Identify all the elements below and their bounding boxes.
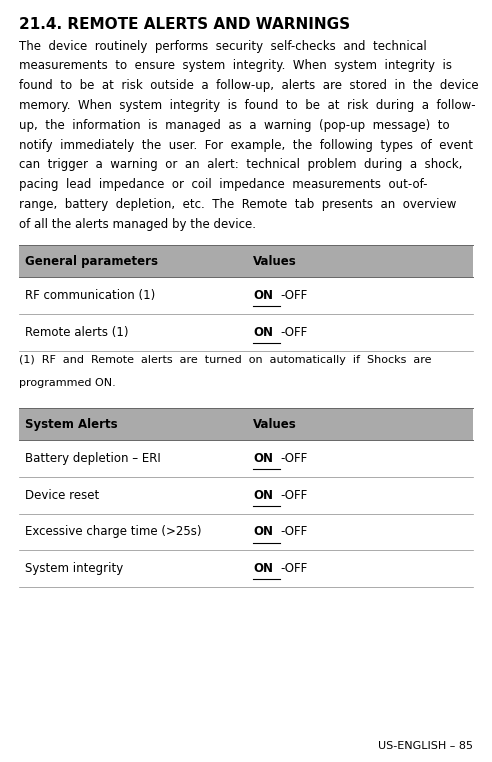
Text: -OFF: -OFF — [280, 525, 308, 539]
Text: General parameters: General parameters — [25, 255, 157, 268]
Text: 21.4. REMOTE ALERTS AND WARNINGS: 21.4. REMOTE ALERTS AND WARNINGS — [19, 17, 350, 32]
Text: -OFF: -OFF — [280, 289, 308, 303]
Text: of all the alerts managed by the device.: of all the alerts managed by the device. — [19, 218, 256, 231]
Bar — [19, 408, 473, 440]
Text: range,  battery  depletion,  etc.  The  Remote  tab  presents  an  overview: range, battery depletion, etc. The Remot… — [19, 198, 456, 211]
Text: Values: Values — [253, 418, 297, 431]
Text: ON: ON — [253, 562, 274, 575]
Text: Excessive charge time (>25s): Excessive charge time (>25s) — [25, 525, 201, 539]
Text: RF communication (1): RF communication (1) — [25, 289, 155, 303]
Text: (1)  RF  and  Remote  alerts  are  turned  on  automatically  if  Shocks  are: (1) RF and Remote alerts are turned on a… — [19, 355, 431, 365]
Bar — [19, 440, 473, 477]
Bar — [19, 245, 473, 277]
Text: ON: ON — [253, 289, 274, 303]
Bar — [19, 550, 473, 587]
Text: Battery depletion – ERI: Battery depletion – ERI — [25, 452, 160, 466]
Bar — [19, 277, 473, 314]
Text: ON: ON — [253, 525, 274, 539]
Text: -OFF: -OFF — [280, 325, 308, 339]
Text: measurements  to  ensure  system  integrity.  When  system  integrity  is: measurements to ensure system integrity.… — [19, 59, 452, 72]
Text: pacing  lead  impedance  or  coil  impedance  measurements  out-of-: pacing lead impedance or coil impedance … — [19, 178, 427, 191]
Text: Values: Values — [253, 255, 297, 268]
Text: can  trigger  a  warning  or  an  alert:  technical  problem  during  a  shock,: can trigger a warning or an alert: techn… — [19, 158, 462, 171]
Text: notify  immediately  the  user.  For  example,  the  following  types  of  event: notify immediately the user. For example… — [19, 139, 473, 152]
Bar — [19, 477, 473, 514]
Text: programmed ON.: programmed ON. — [19, 378, 116, 388]
Text: System integrity: System integrity — [25, 562, 123, 575]
Text: -OFF: -OFF — [280, 488, 308, 502]
Bar — [19, 514, 473, 550]
Text: Remote alerts (1): Remote alerts (1) — [25, 325, 128, 339]
Text: -OFF: -OFF — [280, 562, 308, 575]
Text: Device reset: Device reset — [25, 488, 99, 502]
Text: US-ENGLISH – 85: US-ENGLISH – 85 — [378, 741, 473, 751]
Text: ON: ON — [253, 452, 274, 466]
Text: found  to  be  at  risk  outside  a  follow-up,  alerts  are  stored  in  the  d: found to be at risk outside a follow-up,… — [19, 79, 478, 92]
Text: memory.  When  system  integrity  is  found  to  be  at  risk  during  a  follow: memory. When system integrity is found t… — [19, 99, 475, 112]
Text: -OFF: -OFF — [280, 452, 308, 466]
Text: System Alerts: System Alerts — [25, 418, 117, 431]
Text: ON: ON — [253, 488, 274, 502]
Text: up,  the  information  is  managed  as  a  warning  (pop-up  message)  to: up, the information is managed as a warn… — [19, 119, 449, 132]
Bar — [19, 314, 473, 351]
Text: ON: ON — [253, 325, 274, 339]
Text: The  device  routinely  performs  security  self-checks  and  technical: The device routinely performs security s… — [19, 40, 427, 53]
